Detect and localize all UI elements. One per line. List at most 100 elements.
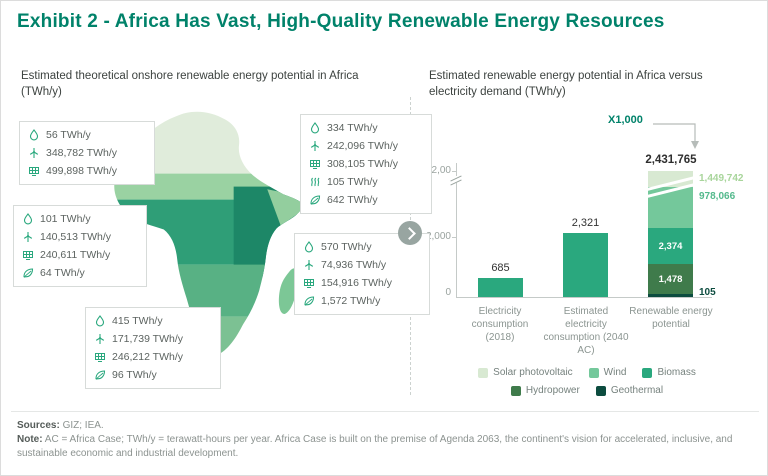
biomass-icon — [94, 369, 106, 381]
stat-value: 642 TWh/y — [327, 194, 378, 206]
stat-value: 56 TWh/y — [46, 129, 91, 141]
segment-geothermal — [648, 294, 693, 297]
chart-legend: Solar photovoltaic Wind Biomass Hydropow… — [456, 367, 718, 396]
madagascar-shape — [278, 268, 299, 314]
note-line: Note: AC = Africa Case; TWh/y = terawatt… — [17, 433, 757, 461]
page-title: Exhibit 2 - Africa Has Vast, High-Qualit… — [17, 11, 665, 32]
legend-item: Biomass — [642, 367, 696, 378]
solar-icon — [22, 249, 34, 261]
stat-row: 308,105 TWh/y — [309, 158, 423, 170]
stat-row: 64 TWh/y — [22, 267, 138, 279]
y-tick-mark — [452, 171, 456, 172]
stat-value: 415 TWh/y — [112, 315, 163, 327]
stat-value: 171,739 TWh/y — [112, 333, 184, 345]
stat-row: 242,096 TWh/y — [309, 140, 423, 152]
stat-value: 308,105 TWh/y — [327, 158, 399, 170]
stat-box-south: 415 TWh/y 171,739 TWh/y 246,212 TWh/y 96… — [85, 307, 221, 389]
hydropower-icon — [303, 241, 315, 253]
biomass-icon — [309, 194, 321, 206]
bar-value-2018: 685 — [491, 262, 510, 274]
bar-consumption-2018 — [478, 278, 523, 297]
sources-line: Sources: GIZ; IEA. — [17, 419, 104, 433]
multiplier-arrow-icon — [653, 123, 699, 149]
legend-swatch-wind — [588, 367, 599, 378]
stat-row: 101 TWh/y — [22, 213, 138, 225]
stat-value: 101 TWh/y — [40, 213, 91, 225]
legend-item: Hydropower — [510, 385, 580, 396]
footer-divider — [11, 411, 759, 412]
stat-row: 334 TWh/y — [309, 122, 423, 134]
y-axis — [456, 163, 457, 297]
legend-swatch-biomass — [642, 367, 653, 378]
right-subtitle: Estimated renewable energy potential in … — [429, 70, 703, 98]
ytick-zero: 0 — [445, 287, 451, 298]
ytick-mid: 2,000 — [425, 231, 451, 242]
legend-label: Hydropower — [525, 385, 580, 396]
stat-box-north: 56 TWh/y 348,782 TWh/y 499,898 TWh/y — [19, 121, 155, 185]
stat-value: 334 TWh/y — [327, 122, 378, 134]
x-axis — [456, 297, 712, 298]
stat-row: 570 TWh/y — [303, 241, 421, 253]
hydropower-icon — [309, 122, 321, 134]
segment-biomass — [648, 228, 693, 264]
legend-swatch-hydropower — [510, 385, 521, 396]
bar-consumption-2040 — [563, 233, 608, 297]
geothermal-callout: 105 — [699, 287, 716, 298]
wind-icon — [22, 231, 34, 243]
chevron-right-icon — [402, 226, 416, 240]
left-subtitle: Estimated theoretical onshore renewable … — [21, 70, 359, 98]
category-label-2040: Estimated electricity consumption (2040 … — [543, 306, 629, 356]
hydropower-icon — [22, 213, 34, 225]
stat-row: 240,611 TWh/y — [22, 249, 138, 261]
segment-solar — [648, 171, 693, 187]
solar-icon — [94, 351, 106, 363]
legend-row: Hydropower Geothermal — [456, 385, 718, 396]
legend-item: Wind — [588, 367, 626, 378]
arrow-circle — [398, 221, 422, 245]
category-label-2018: Electricity consumption (2018) — [471, 306, 529, 343]
stat-value: 74,936 TWh/y — [321, 259, 387, 271]
stat-row: 348,782 TWh/y — [28, 147, 146, 159]
axis-break-gap — [456, 176, 457, 183]
solar-icon — [309, 158, 321, 170]
geothermal-icon — [309, 176, 321, 188]
hydropower-icon — [28, 129, 40, 141]
wind-icon — [309, 140, 321, 152]
stat-value: 96 TWh/y — [112, 369, 157, 381]
stat-value: 140,513 TWh/y — [40, 231, 112, 243]
y-tick-mark — [452, 237, 456, 238]
wind-icon — [28, 147, 40, 159]
stat-value: 154,916 TWh/y — [321, 277, 393, 289]
stat-value: 105 TWh/y — [327, 176, 378, 188]
bar-total-label: 2,431,765 — [645, 154, 697, 166]
stat-row: 154,916 TWh/y — [303, 277, 421, 289]
stat-row: 642 TWh/y — [309, 194, 423, 206]
biomass-icon — [22, 267, 34, 279]
hydropower-value-label: 1,478 — [658, 274, 683, 285]
stat-box-southeast: 570 TWh/y 74,936 TWh/y 154,916 TWh/y 1,5… — [294, 233, 430, 315]
segment-hydropower — [648, 264, 693, 294]
stat-row: 499,898 TWh/y — [28, 165, 146, 177]
solar-icon — [303, 277, 315, 289]
sources-prefix: Sources: — [17, 420, 60, 431]
solar-callout: 1,449,742 — [699, 173, 744, 184]
note-prefix: Note: — [17, 434, 43, 445]
biomass-icon — [303, 295, 315, 307]
stat-value: 64 TWh/y — [40, 267, 85, 279]
legend-item: Solar photovoltaic — [478, 367, 573, 378]
legend-label: Geothermal — [610, 385, 664, 396]
stat-row: 74,936 TWh/y — [303, 259, 421, 271]
solar-icon — [28, 165, 40, 177]
stat-row: 415 TWh/y — [94, 315, 212, 327]
hydropower-icon — [94, 315, 106, 327]
stat-value: 1,572 TWh/y — [321, 295, 381, 307]
legend-item: Geothermal — [595, 385, 664, 396]
stat-value: 348,782 TWh/y — [46, 147, 118, 159]
stat-row: 246,212 TWh/y — [94, 351, 212, 363]
multiplier-label: X1,000 — [608, 114, 643, 126]
legend-row: Solar photovoltaic Wind Biomass — [456, 367, 718, 378]
stat-value: 570 TWh/y — [321, 241, 372, 253]
bar-value-2040: 2,321 — [571, 217, 600, 229]
stat-box-east: 334 TWh/y 242,096 TWh/y 308,105 TWh/y 10… — [300, 114, 432, 214]
